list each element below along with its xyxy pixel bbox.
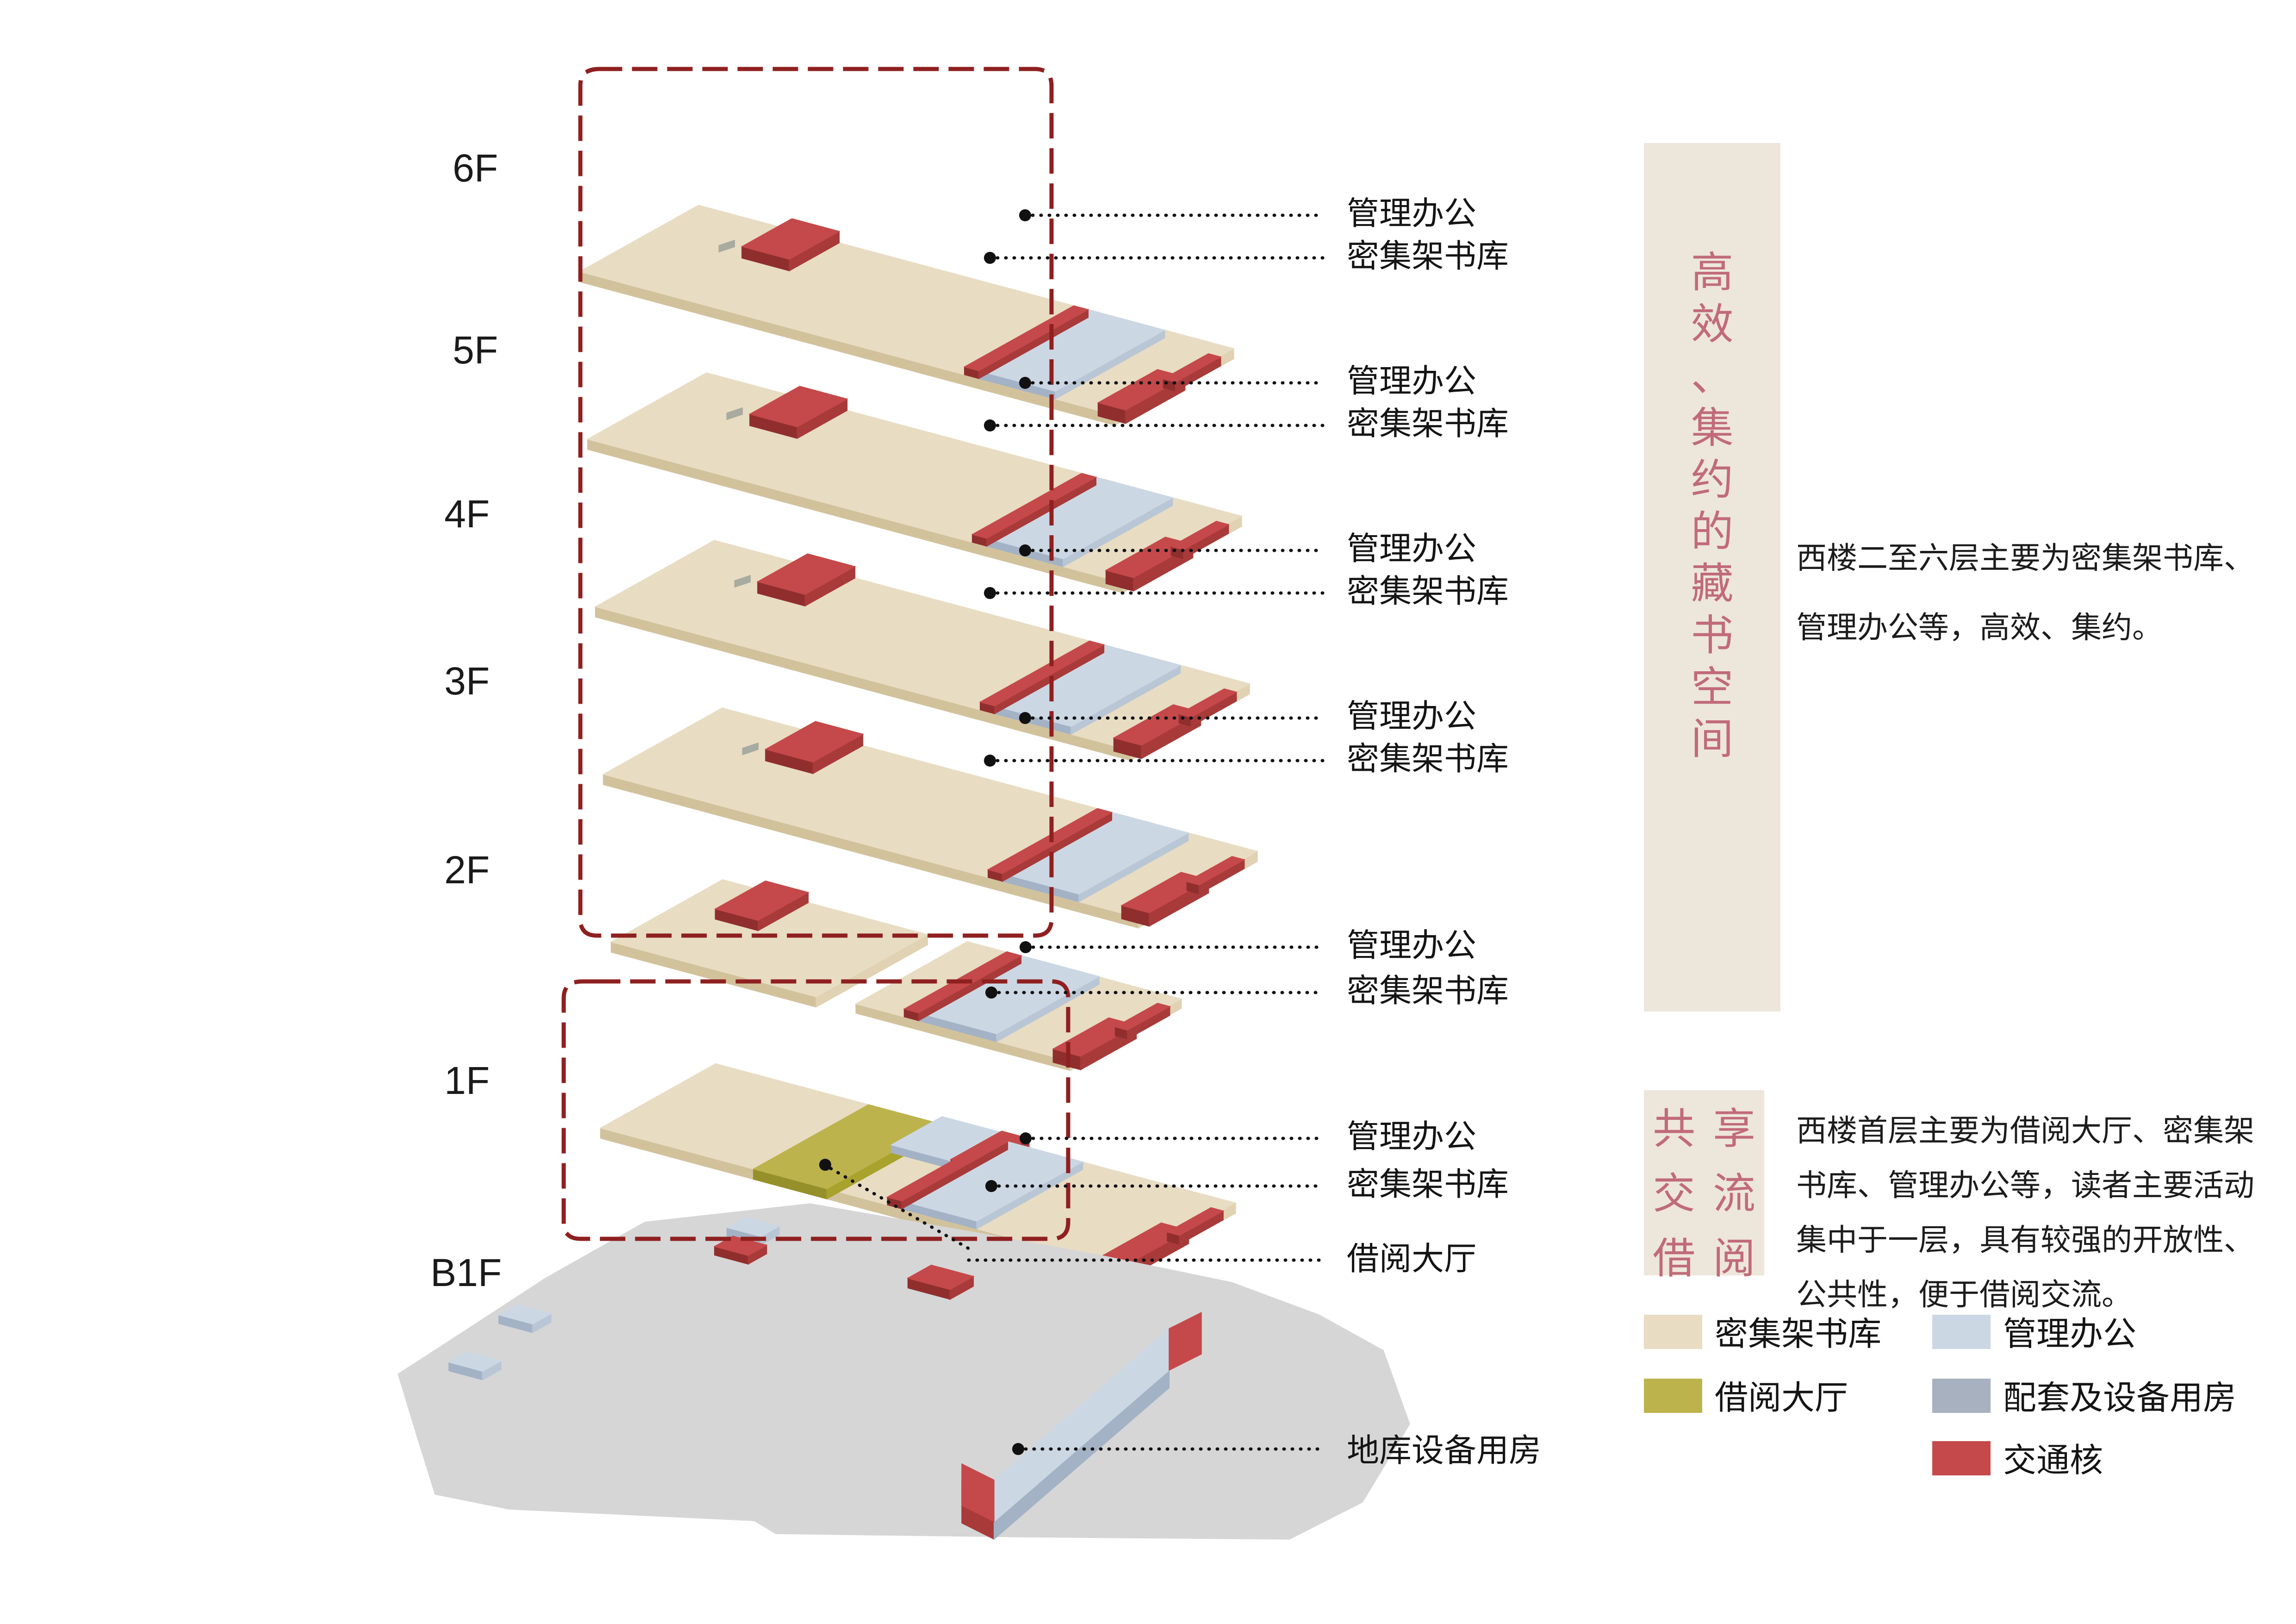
svg-text:5F: 5F [453, 328, 498, 372]
svg-text:地库设备用房: 地库设备用房 [1347, 1424, 1541, 1471]
svg-text:4F: 4F [444, 492, 490, 536]
svg-text:交通核: 交通核 [2003, 1433, 2103, 1481]
svg-text:1F: 1F [444, 1059, 490, 1102]
svg-text:6F: 6F [453, 146, 498, 190]
svg-text:书库、管理办公等，读者主要活动: 书库、管理办公等，读者主要活动 [1796, 1161, 2254, 1205]
svg-text:密集架书库: 密集架书库 [1347, 565, 1509, 612]
svg-text:管理办公: 管理办公 [1347, 1111, 1476, 1157]
svg-text:西楼首层主要为借阅大厅、密集架: 西楼首层主要为借阅大厅、密集架 [1796, 1106, 2254, 1150]
svg-text:密集架书库: 密集架书库 [1347, 1158, 1509, 1205]
svg-text:管理办公: 管理办公 [2003, 1306, 2136, 1355]
svg-text:阅: 阅 [1713, 1224, 1755, 1286]
svg-text:B1F: B1F [430, 1251, 502, 1294]
svg-text:管理办公: 管理办公 [1347, 187, 1476, 234]
svg-text:管理办公: 管理办公 [1347, 523, 1476, 569]
svg-text:交: 交 [1653, 1159, 1695, 1221]
svg-text:2F: 2F [444, 848, 490, 892]
svg-text:借: 借 [1653, 1224, 1695, 1286]
svg-text:密集架书库: 密集架书库 [1715, 1306, 1881, 1355]
svg-text:借阅大厅: 借阅大厅 [1715, 1370, 1848, 1419]
svg-text:管理办公: 管理办公 [1347, 355, 1476, 402]
svg-text:西楼二至六层主要为密集架书库、: 西楼二至六层主要为密集架书库、 [1796, 533, 2254, 578]
svg-text:密集架书库: 密集架书库 [1347, 733, 1509, 780]
svg-text:流: 流 [1713, 1159, 1755, 1221]
svg-text:密集架书库: 密集架书库 [1347, 965, 1509, 1012]
svg-text:管理办公等，高效、集约。: 管理办公等，高效、集约。 [1796, 603, 2163, 647]
svg-text:享: 享 [1713, 1094, 1755, 1156]
svg-text:密集架书库: 密集架书库 [1347, 230, 1509, 277]
svg-text:借阅大厅: 借阅大厅 [1347, 1233, 1476, 1280]
svg-text:管理办公: 管理办公 [1347, 690, 1476, 737]
svg-text:集中于一层，具有较强的开放性、: 集中于一层，具有较强的开放性、 [1796, 1215, 2254, 1260]
svg-text:密集架书库: 密集架书库 [1347, 398, 1509, 444]
svg-text:管理办公: 管理办公 [1347, 919, 1476, 966]
svg-text:配套及设备用房: 配套及设备用房 [2003, 1370, 2236, 1419]
svg-text:间: 间 [1691, 705, 1733, 766]
svg-text:3F: 3F [444, 659, 490, 703]
svg-text:共: 共 [1653, 1094, 1695, 1156]
